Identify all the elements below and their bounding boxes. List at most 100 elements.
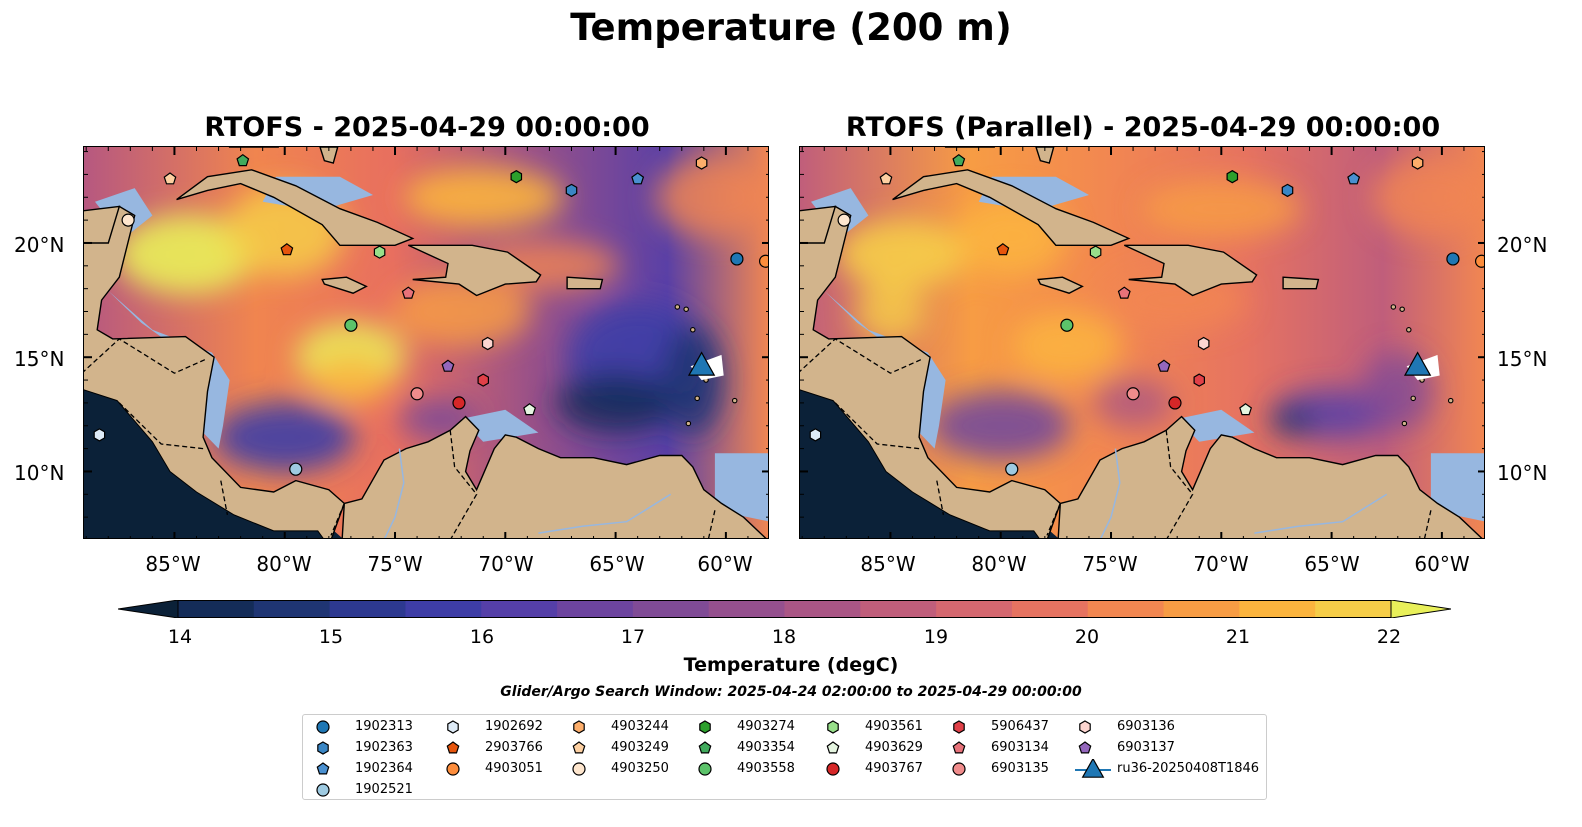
colorbar-segment [329, 600, 407, 618]
legend-marker [316, 783, 330, 797]
legend-label: 4903561 [865, 719, 923, 734]
argo-float-marker [1168, 396, 1182, 410]
colorbar-segment [784, 600, 861, 618]
colorbar-tick-label: 20 [1074, 626, 1100, 648]
argo-float-marker [236, 153, 250, 167]
colorbar-segment [253, 600, 331, 618]
x-tick-label: 75°W [1082, 552, 1138, 576]
glider-marker [1403, 351, 1432, 376]
colorbar-tick-label: 15 [318, 626, 344, 648]
colorbar-extend-max [1390, 600, 1451, 618]
y-tick-label: 20°N [14, 233, 65, 257]
colorbar-tick-label: 21 [1225, 626, 1251, 648]
legend-marker [572, 762, 586, 776]
y-tick-label: 15°N [1497, 347, 1548, 371]
legend-marker [699, 720, 711, 734]
colorbar-segment [1315, 600, 1392, 618]
colorbar-label: Temperature (degC) [683, 654, 899, 676]
x-tick-label: 80°W [256, 552, 312, 576]
legend-marker [447, 720, 459, 734]
legend-marker [826, 762, 840, 776]
argo-float-marker [952, 153, 966, 167]
legend-label: 5906437 [991, 719, 1049, 734]
x-tick-label: 85°W [145, 552, 201, 576]
y-tick-label: 20°N [1497, 233, 1548, 257]
argo-float-marker [441, 359, 455, 372]
legend-marker [1078, 741, 1092, 754]
x-tick-label: 80°W [971, 552, 1027, 576]
colorbar-segment [178, 600, 255, 618]
argo-float-marker [410, 387, 424, 401]
x-tick-label: 85°W [860, 552, 916, 576]
legend-label: 1902692 [485, 719, 543, 734]
legend-marker [317, 741, 329, 755]
colorbar-segment [1011, 600, 1089, 618]
legend-label: ru36-20250408T1846 [1117, 761, 1260, 776]
argo-float-marker [996, 243, 1010, 256]
figure-title: Temperature (200 m) [570, 6, 1012, 49]
argo-float-marker [879, 172, 893, 185]
colorbar-tick-label: 19 [923, 626, 949, 648]
legend-label: 1902521 [355, 782, 413, 797]
colorbar-segment [405, 600, 482, 618]
argo-float-marker [1446, 252, 1460, 266]
argo-float-marker [121, 213, 135, 227]
argo-float-marker [510, 170, 523, 184]
argo-float-marker [631, 172, 645, 185]
legend-marker [573, 720, 585, 734]
legend-marker [826, 741, 840, 754]
argo-float-marker [1281, 183, 1294, 198]
y-tick-label: 15°N [14, 347, 65, 371]
colorbar-segment [1163, 600, 1240, 618]
colorbar-segment [936, 600, 1013, 618]
argo-float-marker [523, 403, 537, 416]
x-tick-label: 60°W [697, 552, 753, 576]
argo-float-marker [837, 213, 851, 227]
argo-float-marker [401, 286, 415, 299]
legend-label: 2903766 [485, 740, 543, 755]
legend-label: 4903244 [611, 719, 669, 734]
argo-float-marker [1226, 170, 1239, 184]
legend-label: 4903629 [865, 740, 923, 755]
argo-float-marker [1117, 286, 1131, 299]
map-panel-rtofs-parallel [799, 146, 1485, 539]
legend-marker [953, 720, 965, 734]
legend-label: 4903051 [485, 761, 543, 776]
x-tick-label: 70°W [478, 552, 534, 576]
argo-float-marker [1411, 156, 1424, 170]
argo-float-marker [1239, 403, 1253, 416]
colorbar-extend-min [118, 600, 179, 618]
x-tick-label: 75°W [367, 552, 423, 576]
argo-float-marker [1060, 318, 1074, 332]
legend-label: 4903354 [737, 740, 795, 755]
legend: 1902313 1902363 1902364 1902521 1902692 29037… [302, 714, 1267, 800]
legend-label: 1902364 [355, 761, 413, 776]
legend-marker [316, 720, 330, 734]
legend-label: 1902363 [355, 740, 413, 755]
argo-float-marker [1005, 462, 1019, 476]
legend-label: 6903137 [1117, 740, 1175, 755]
argo-float-marker [758, 254, 768, 268]
map-panel-rtofs [83, 146, 769, 539]
argo-float-marker [1474, 254, 1484, 268]
legend-marker [952, 762, 966, 776]
glider-marker [687, 351, 716, 376]
argo-float-marker [289, 462, 303, 476]
argo-float-marker [477, 373, 489, 387]
legend-marker [952, 741, 966, 754]
argo-float-marker [481, 336, 494, 351]
colorbar-tick-label: 17 [620, 626, 646, 648]
y-tick-label: 10°N [1497, 461, 1548, 485]
argo-float-marker [344, 318, 358, 332]
argo-float-marker [452, 396, 466, 410]
legend-marker [446, 741, 460, 754]
colorbar-tick-label: 18 [771, 626, 797, 648]
argo-float-marker [280, 243, 294, 256]
legend-label: 6903135 [991, 761, 1049, 776]
colorbar [118, 600, 1451, 618]
legend-marker [1075, 759, 1111, 778]
argo-float-marker [1089, 245, 1102, 259]
x-tick-label: 65°W [589, 552, 645, 576]
panel-title-rtofs-parallel: RTOFS (Parallel) - 2025-04-29 00:00:00 [845, 112, 1441, 143]
legend-marker [827, 720, 839, 734]
